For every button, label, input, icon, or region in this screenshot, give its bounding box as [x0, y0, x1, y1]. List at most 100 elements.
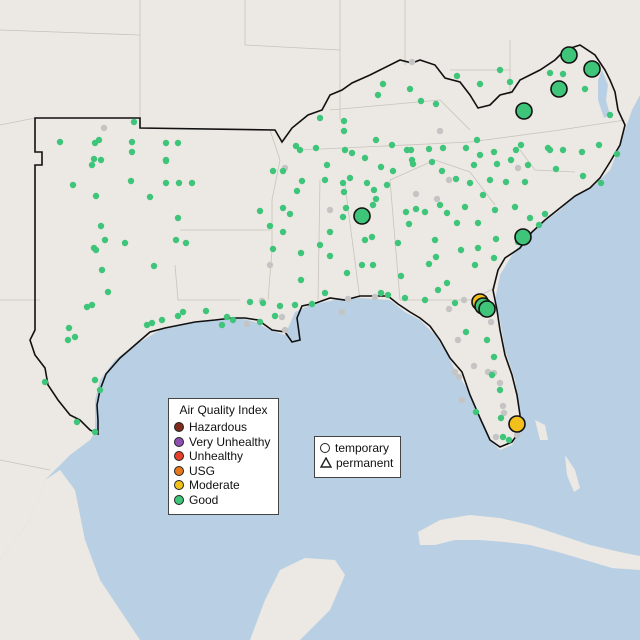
monitor-dot-good[interactable] — [341, 146, 349, 154]
monitor-dot-good[interactable] — [451, 299, 459, 307]
monitor-dot-good[interactable] — [202, 307, 210, 315]
monitor-dot-good[interactable] — [175, 179, 183, 187]
monitor-dot-good[interactable] — [606, 111, 614, 119]
monitor-dot-good[interactable] — [370, 186, 378, 194]
monitor-dot-good[interactable] — [348, 149, 356, 157]
monitor-dot-no-data[interactable] — [458, 396, 466, 404]
monitor-dot-good[interactable] — [579, 172, 587, 180]
monitor-dot-good[interactable] — [259, 299, 267, 307]
monitor-dot-good[interactable] — [461, 203, 469, 211]
monitor-dot-good[interactable] — [96, 386, 104, 394]
monitor-dot-good[interactable] — [266, 222, 274, 230]
monitor-dot-no-data[interactable] — [513, 431, 521, 439]
monitor-dot-good[interactable] — [483, 336, 491, 344]
monitor-dot-good[interactable] — [340, 188, 348, 196]
monitor-dot-good[interactable] — [297, 249, 305, 257]
monitor-dot-good[interactable] — [384, 291, 392, 299]
monitor-dot-good[interactable] — [541, 210, 549, 218]
monitor-dot-good[interactable] — [128, 138, 136, 146]
monitor-dot-good[interactable] — [526, 214, 534, 222]
monitor-marker-good[interactable] — [583, 60, 601, 78]
monitor-dot-good[interactable] — [64, 336, 72, 344]
monitor-dot-good[interactable] — [383, 181, 391, 189]
monitor-dot-no-data[interactable] — [445, 176, 453, 184]
monitor-dot-no-data[interactable] — [408, 58, 416, 66]
monitor-dot-good[interactable] — [497, 414, 505, 422]
monitor-dot-good[interactable] — [321, 289, 329, 297]
monitor-dot-good[interactable] — [174, 312, 182, 320]
monitor-dot-good[interactable] — [372, 136, 380, 144]
monitor-dot-good[interactable] — [379, 80, 387, 88]
monitor-dot-good[interactable] — [546, 146, 554, 154]
monitor-dot-good[interactable] — [91, 428, 99, 436]
monitor-dot-good[interactable] — [521, 178, 529, 186]
monitor-dot-good[interactable] — [490, 148, 498, 156]
monitor-dot-good[interactable] — [188, 179, 196, 187]
monitor-dot-good[interactable] — [374, 91, 382, 99]
monitor-dot-good[interactable] — [312, 144, 320, 152]
monitor-dot-good[interactable] — [421, 208, 429, 216]
monitor-marker-good[interactable] — [353, 207, 371, 225]
monitor-dot-good[interactable] — [453, 72, 461, 80]
monitor-dot-good[interactable] — [559, 146, 567, 154]
monitor-dot-good[interactable] — [83, 303, 91, 311]
monitor-dot-good[interactable] — [368, 233, 376, 241]
monitor-dot-good[interactable] — [90, 155, 98, 163]
monitor-dot-good[interactable] — [369, 261, 377, 269]
monitor-dot-good[interactable] — [581, 85, 589, 93]
monitor-dot-good[interactable] — [41, 378, 49, 386]
monitor-dot-good[interactable] — [271, 312, 279, 320]
monitor-dot-no-data[interactable] — [338, 308, 346, 316]
monitor-dot-good[interactable] — [403, 146, 411, 154]
monitor-dot-no-data[interactable] — [266, 261, 274, 269]
monitor-dot-good[interactable] — [279, 167, 287, 175]
monitor-dot-good[interactable] — [506, 78, 514, 86]
monitor-dot-no-data[interactable] — [487, 318, 495, 326]
monitor-dot-good[interactable] — [438, 167, 446, 175]
monitor-dot-good[interactable] — [339, 213, 347, 221]
monitor-dot-good[interactable] — [512, 146, 520, 154]
monitor-dot-good[interactable] — [321, 176, 329, 184]
monitor-marker-good[interactable] — [515, 102, 533, 120]
monitor-dot-good[interactable] — [104, 288, 112, 296]
monitor-dot-good[interactable] — [143, 321, 151, 329]
monitor-dot-good[interactable] — [425, 260, 433, 268]
monitor-dot-good[interactable] — [69, 181, 77, 189]
monitor-marker-good[interactable] — [560, 46, 578, 64]
monitor-dot-good[interactable] — [507, 156, 515, 164]
monitor-dot-good[interactable] — [490, 254, 498, 262]
monitor-dot-good[interactable] — [493, 160, 501, 168]
monitor-dot-no-data[interactable] — [371, 293, 379, 301]
monitor-dot-good[interactable] — [488, 371, 496, 379]
monitor-dot-good[interactable] — [246, 298, 254, 306]
monitor-dot-good[interactable] — [146, 193, 154, 201]
monitor-dot-good[interactable] — [409, 160, 417, 168]
monitor-dot-good[interactable] — [472, 408, 480, 416]
monitor-dot-good[interactable] — [323, 161, 331, 169]
monitor-dot-no-data[interactable] — [433, 195, 441, 203]
monitor-dot-good[interactable] — [297, 276, 305, 284]
monitor-dot-good[interactable] — [406, 85, 414, 93]
monitor-dot-good[interactable] — [174, 139, 182, 147]
monitor-dot-good[interactable] — [474, 219, 482, 227]
monitor-dot-good[interactable] — [88, 161, 96, 169]
monitor-dot-good[interactable] — [65, 324, 73, 332]
monitor-dot-good[interactable] — [343, 269, 351, 277]
monitor-dot-good[interactable] — [479, 191, 487, 199]
monitor-dot-good[interactable] — [462, 328, 470, 336]
monitor-dot-good[interactable] — [127, 177, 135, 185]
monitor-dot-good[interactable] — [358, 261, 366, 269]
monitor-dot-good[interactable] — [95, 136, 103, 144]
monitor-dot-good[interactable] — [377, 289, 385, 297]
monitor-dot-good[interactable] — [524, 161, 532, 169]
monitor-dot-good[interactable] — [179, 308, 187, 316]
monitor-dot-good[interactable] — [552, 165, 560, 173]
monitor-dot-no-data[interactable] — [412, 190, 420, 198]
monitor-dot-good[interactable] — [421, 296, 429, 304]
monitor-dot-good[interactable] — [476, 151, 484, 159]
monitor-dot-good[interactable] — [473, 136, 481, 144]
monitor-dot-good[interactable] — [452, 175, 460, 183]
monitor-dot-good[interactable] — [218, 321, 226, 329]
monitor-dot-good[interactable] — [342, 204, 350, 212]
monitor-dot-no-data[interactable] — [514, 164, 522, 172]
